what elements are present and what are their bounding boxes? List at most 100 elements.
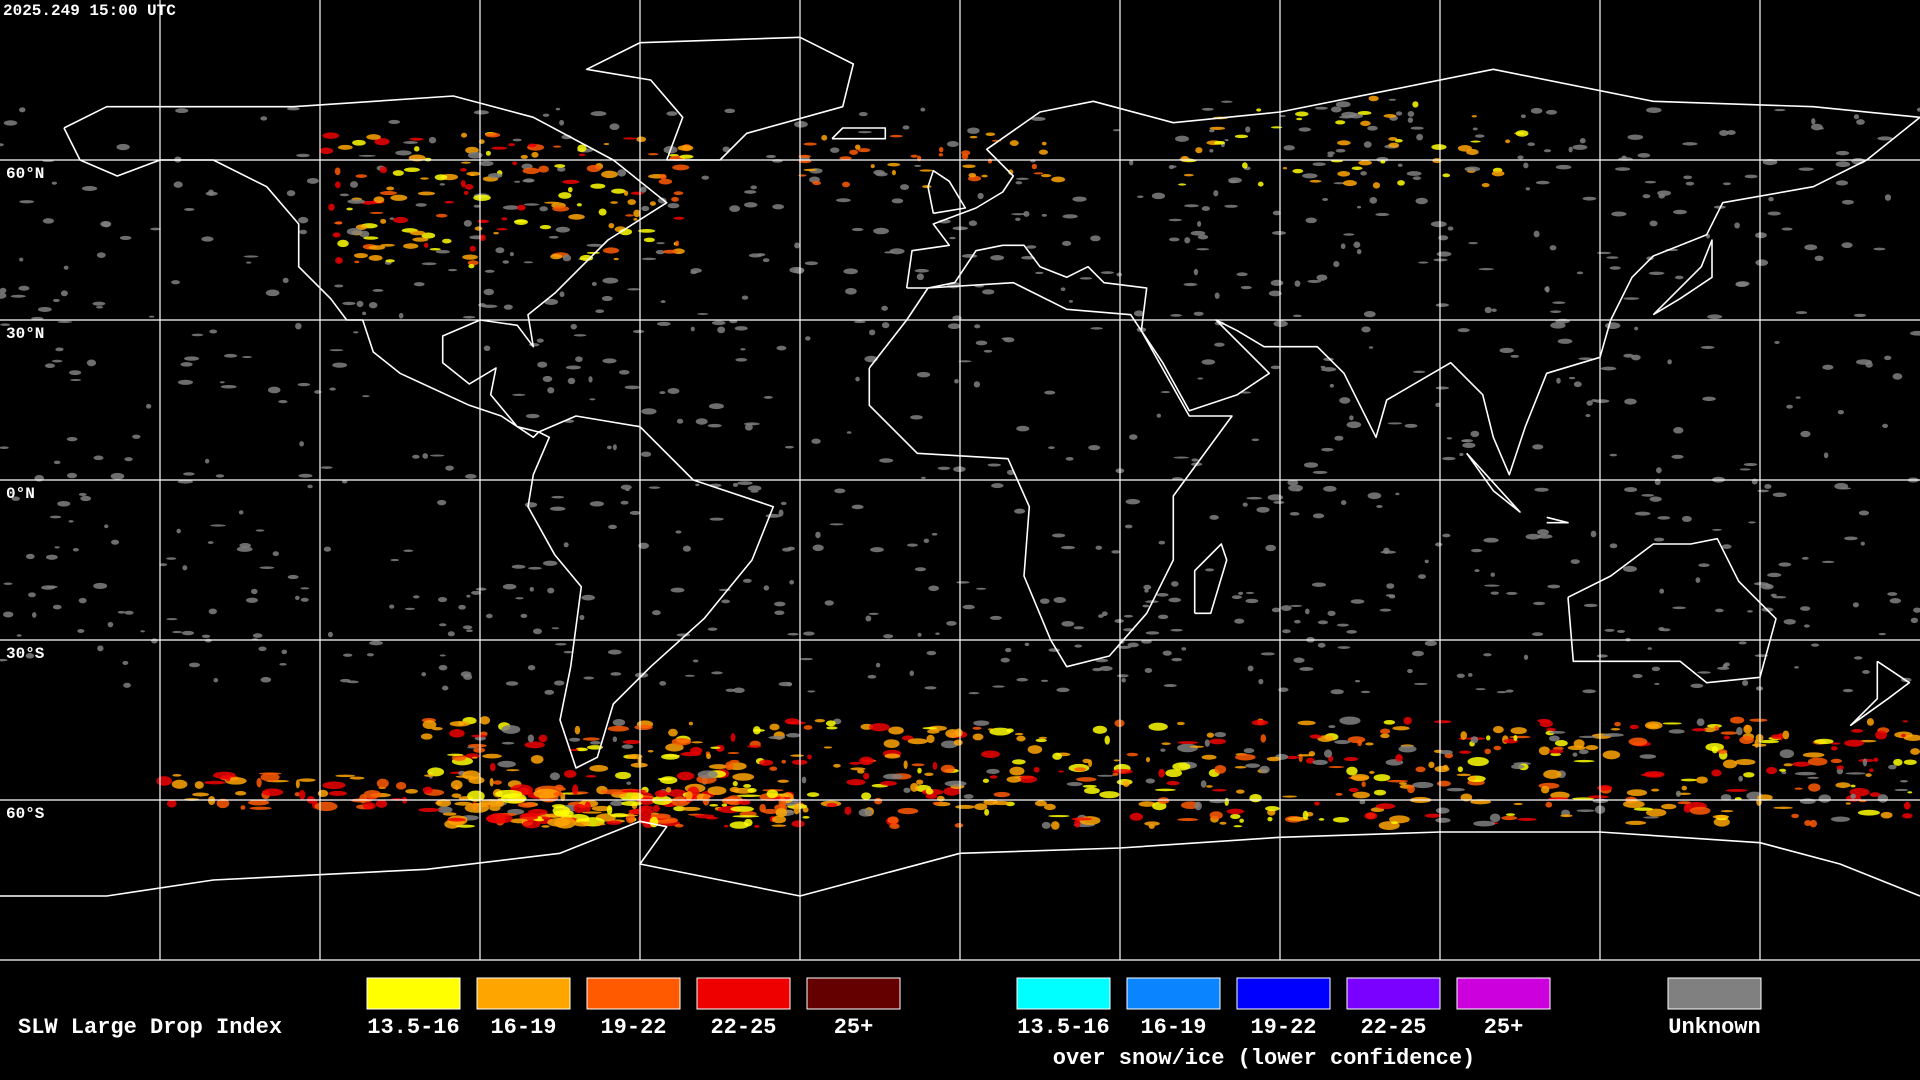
cloud-cell <box>260 116 268 121</box>
cloud-cell <box>1412 176 1421 181</box>
cloud-cell <box>1836 765 1844 770</box>
cloud-cell <box>460 180 466 188</box>
cloud-cell <box>552 145 562 148</box>
legend-label: 13.5-16 <box>1017 1015 1109 1040</box>
cloud-cell <box>514 180 521 183</box>
cloud-cell <box>1586 400 1593 406</box>
cloud-cell <box>96 252 106 259</box>
cloud-cell <box>355 174 368 178</box>
cloud-cell <box>844 806 852 815</box>
cloud-cell <box>1623 353 1634 358</box>
cloud-cell <box>1532 444 1544 450</box>
cloud-cell <box>363 790 382 799</box>
cloud-cell <box>640 186 647 193</box>
cloud-cell <box>0 143 4 147</box>
cloud-cell <box>717 326 726 334</box>
cloud-cell <box>1360 690 1371 694</box>
cloud-cell <box>633 209 641 218</box>
cloud-cell <box>1122 780 1130 787</box>
cloud-cell <box>1138 801 1156 807</box>
cloud-cell <box>1148 722 1168 731</box>
cloud-cell <box>1486 735 1491 741</box>
cloud-cell <box>829 523 844 526</box>
cloud-cell <box>1001 337 1009 340</box>
cloud-cell <box>1877 136 1893 141</box>
cloud-cell <box>1090 235 1101 242</box>
cloud-cell <box>294 792 300 797</box>
cloud-cell <box>180 362 193 367</box>
cloud-cell <box>821 134 828 141</box>
cloud-cell <box>610 813 629 818</box>
cloud-cell <box>1412 101 1419 108</box>
cloud-cell <box>598 208 607 216</box>
cloud-cell <box>1021 256 1035 260</box>
cloud-cell <box>1424 813 1442 818</box>
cloud-cell <box>1525 533 1541 540</box>
cloud-cell <box>736 794 761 798</box>
cloud-cell <box>849 761 862 765</box>
cloud-cell <box>1166 780 1180 786</box>
cloud-cell <box>339 678 351 683</box>
cloud-cell <box>1778 562 1792 567</box>
cloud-cell <box>204 638 212 643</box>
cloud-cell <box>183 472 195 476</box>
cloud-cell <box>857 148 871 153</box>
cloud-cell <box>51 359 63 363</box>
cloud-cell <box>472 756 478 759</box>
cloud-cell <box>1772 492 1787 498</box>
cloud-cell <box>1594 399 1610 404</box>
cloud-cell <box>1644 180 1657 184</box>
cloud-cell <box>375 799 388 808</box>
cloud-cell <box>462 315 476 319</box>
cloud-cell <box>1456 673 1465 679</box>
cloud-cell <box>1184 237 1191 244</box>
cloud-cell <box>715 744 725 752</box>
cloud-cell <box>171 280 180 285</box>
cloud-cell <box>238 510 244 515</box>
cloud-cell <box>181 630 195 636</box>
cloud-cell <box>140 630 145 633</box>
cloud-cell <box>1171 165 1177 168</box>
cloud-cell <box>1435 817 1451 823</box>
cloud-cell <box>1624 398 1637 405</box>
cloud-cell <box>1865 773 1872 777</box>
cloud-cell <box>857 769 865 774</box>
cloud-cell <box>729 821 749 829</box>
cloud-cell <box>1795 396 1801 399</box>
cloud-cell <box>923 538 930 544</box>
cloud-cell <box>1576 271 1584 275</box>
cloud-cell <box>785 721 806 725</box>
legend-label: 25+ <box>1484 1015 1524 1040</box>
cloud-cell <box>990 255 1005 261</box>
cloud-cell <box>1271 231 1286 235</box>
cloud-cell <box>846 778 866 786</box>
cloud-cell <box>341 479 348 484</box>
cloud-cell <box>1245 591 1255 594</box>
cloud-cell <box>1748 521 1756 524</box>
cloud-cell <box>612 718 626 726</box>
cloud-cell <box>541 825 550 828</box>
cloud-cell <box>647 750 654 753</box>
cloud-cell <box>584 801 591 813</box>
cloud-cell <box>171 779 188 789</box>
cloud-cell <box>1380 733 1390 739</box>
cloud-cell <box>1214 764 1227 774</box>
cloud-cell <box>681 806 701 811</box>
cloud-cell <box>1398 745 1417 753</box>
cloud-cell <box>460 168 467 172</box>
cloud-cell <box>778 681 793 687</box>
cloud-cell <box>1742 680 1749 686</box>
cloud-cell <box>431 727 443 731</box>
cloud-cell <box>1318 818 1325 821</box>
cloud-cell <box>1880 811 1893 819</box>
cloud-cell <box>110 472 125 480</box>
cloud-cell <box>750 185 757 190</box>
legend-label: 13.5-16 <box>367 1015 459 1040</box>
cloud-cell <box>711 671 723 675</box>
cloud-cell <box>1337 646 1351 649</box>
cloud-cell <box>1723 662 1730 667</box>
cloud-cell <box>1180 155 1189 162</box>
cloud-cell <box>1279 114 1286 118</box>
cloud-cell <box>675 530 682 534</box>
cloud-cell <box>1447 226 1454 231</box>
